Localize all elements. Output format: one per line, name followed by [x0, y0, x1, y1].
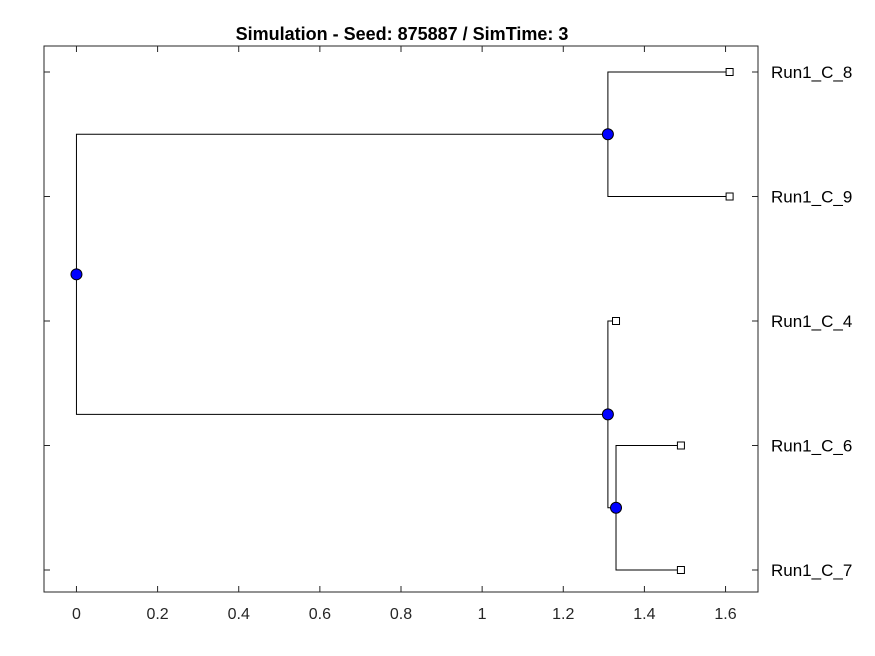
internal-node-marker — [610, 501, 623, 514]
y-axis — [44, 71, 758, 571]
internal-node-marker — [601, 408, 614, 421]
tree-branch — [607, 320, 617, 415]
tree-branch — [615, 507, 681, 571]
tree-branches — [75, 71, 730, 571]
leaf-node-marker — [725, 68, 734, 76]
x-tick-label: 0.8 — [390, 606, 412, 623]
leaf-node-marker — [676, 566, 685, 574]
tree-branch — [607, 134, 730, 197]
leaf-node-marker — [676, 441, 685, 450]
leaf-labels: Run1_C_8 Run1_C_9 Run1_C_4 Run1_C_6 Run1_C_7 — [771, 63, 852, 580]
chart-title: Simulation - Seed: 875887 / SimTime: 3 — [236, 24, 569, 44]
x-tick-label: 0.4 — [228, 606, 250, 623]
axes-box — [43, 45, 759, 593]
tree-markers — [70, 68, 734, 574]
tree-branch — [75, 133, 608, 275]
x-tick-label: 1.4 — [633, 606, 655, 623]
x-tick-label: 1 — [478, 606, 487, 623]
leaf-label: Run1_C_8 — [771, 63, 852, 82]
leaf-node-marker — [725, 192, 734, 201]
x-tick-label: 0 — [72, 606, 81, 623]
tree-branch — [607, 71, 730, 135]
tree-branch — [607, 414, 617, 509]
internal-node-marker — [70, 268, 83, 281]
x-axis: 0 0.2 0.4 0.6 0.8 1 1.2 1.4 1.6 — [72, 46, 737, 623]
leaf-node-marker — [612, 317, 621, 325]
leaf-label: Run1_C_9 — [771, 188, 852, 207]
leaf-label: Run1_C_7 — [771, 561, 852, 580]
x-tick-label: 0.6 — [309, 606, 331, 623]
internal-node-marker — [601, 128, 614, 141]
x-tick-label: 1.2 — [552, 606, 574, 623]
tree-branch — [615, 445, 681, 508]
leaf-label: Run1_C_4 — [771, 312, 852, 331]
leaf-label: Run1_C_6 — [771, 437, 852, 456]
tree-branch — [75, 274, 608, 415]
x-tick-label: 0.2 — [146, 606, 168, 623]
x-tick-label: 1.6 — [714, 606, 736, 623]
